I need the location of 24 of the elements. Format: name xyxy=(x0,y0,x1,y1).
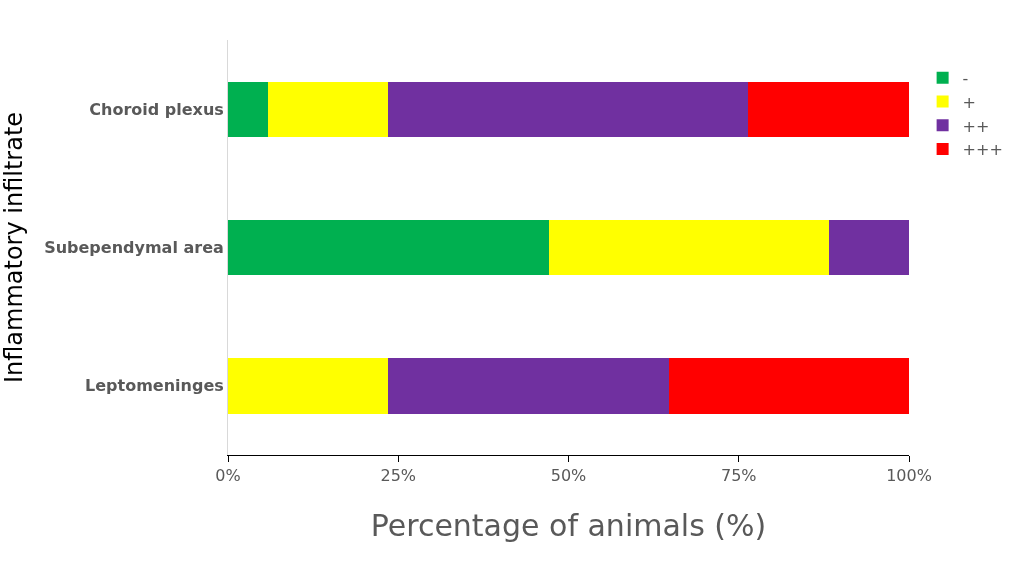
bar xyxy=(228,81,269,137)
bar xyxy=(228,358,389,414)
y-tick-label: Leptomeninges xyxy=(85,376,224,396)
x-tick-label: 25% xyxy=(380,466,417,486)
bar xyxy=(268,81,389,137)
legend-label: ++ xyxy=(962,116,990,136)
legend-label: +++ xyxy=(962,140,1003,160)
bar xyxy=(228,219,549,276)
legend-label: - xyxy=(962,68,969,88)
bar xyxy=(668,358,909,414)
bar xyxy=(388,81,749,137)
bar xyxy=(548,219,830,276)
y-tick-label: Choroid plexus xyxy=(89,99,224,119)
x-tick-label: 100% xyxy=(886,466,932,486)
bar xyxy=(748,81,909,137)
legend-label: + xyxy=(962,92,977,112)
x-tick-label: 75% xyxy=(720,466,757,486)
x-tick-label: 50% xyxy=(550,466,587,486)
x-axis-title: Percentage of animals (%) xyxy=(370,507,767,543)
bar xyxy=(388,358,669,414)
x-tick-label: 0% xyxy=(215,466,241,486)
y-axis-title: Inflammatory infiltrate xyxy=(0,111,28,384)
bar xyxy=(829,219,909,276)
y-tick-label: Subependymal area xyxy=(44,238,224,258)
